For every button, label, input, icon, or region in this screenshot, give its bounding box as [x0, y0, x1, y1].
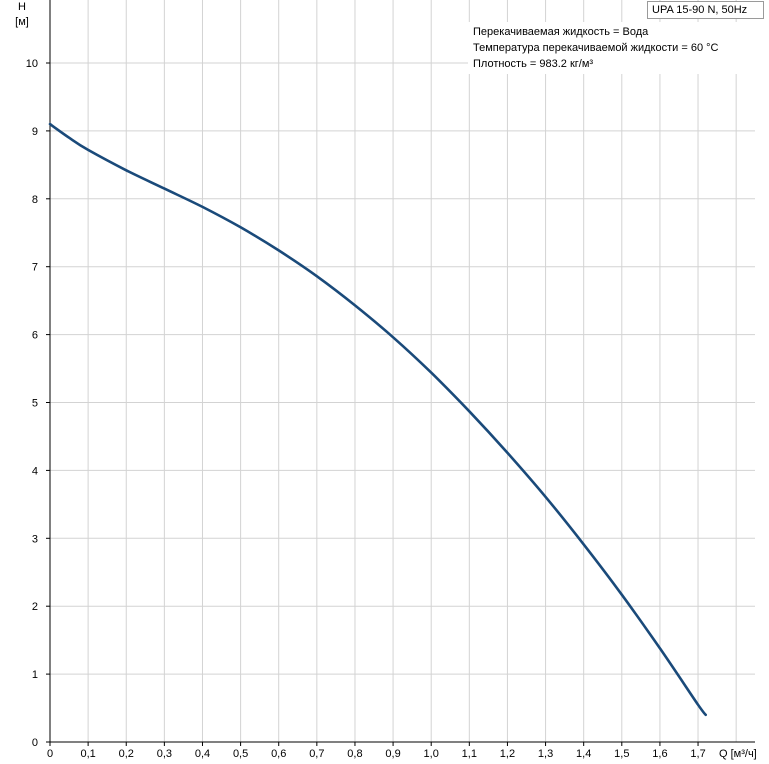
- x-tick-label: 0,2: [119, 748, 134, 760]
- fluid-info-box: Перекачиваемая жидкость = Вода Температу…: [468, 22, 764, 74]
- y-tick-label: 8: [32, 194, 38, 206]
- x-tick-label: 0,1: [80, 748, 95, 760]
- y-tick-label: 4: [32, 465, 38, 477]
- x-tick-label: 0,7: [309, 748, 324, 760]
- x-axis-label: Q [м³/ч]: [719, 748, 757, 760]
- pump-curve-line: [48, 122, 707, 717]
- y-tick-label: 5: [32, 398, 38, 410]
- info-line-density: Плотность = 983.2 кг/м³: [473, 58, 594, 70]
- y-axis-unit: [м]: [15, 16, 29, 28]
- x-tick-label: 1,0: [424, 748, 439, 760]
- y-tick-labels: 0 1 2 3 4 5 6 7 8 9 10: [26, 58, 38, 749]
- y-tick-label: 7: [32, 262, 38, 274]
- x-tick-label: 0,4: [195, 748, 210, 760]
- x-tick-label: 0,9: [385, 748, 400, 760]
- info-line-temperature: Температура перекачиваемой жидкости = 60…: [473, 42, 719, 54]
- y-axis-label: H: [18, 1, 26, 13]
- y-tick-label: 3: [32, 533, 38, 545]
- y-tick-label: 9: [32, 126, 38, 138]
- chart-title: UPA 15-90 N, 50Hz: [647, 1, 764, 19]
- x-tick-label: 0: [47, 748, 53, 760]
- y-tick-label: 0: [32, 737, 38, 749]
- x-tick-labels: 0 0,1 0,2 0,3 0,4 0,5 0,6 0,7 0,8 0,9 1,0 1,1 1,2 1,3…: [47, 748, 706, 760]
- x-tick-label: 1,2: [500, 748, 515, 760]
- series: [48, 122, 707, 717]
- info-line-fluid: Перекачиваемая жидкость = Вода: [473, 26, 649, 38]
- y-tick-label: 1: [32, 669, 38, 681]
- y-tick-label: 10: [26, 58, 38, 70]
- x-tick-label: 0,3: [157, 748, 172, 760]
- x-tick-label: 1,4: [576, 748, 591, 760]
- x-tick-label: 0,6: [271, 748, 286, 760]
- grid: [50, 0, 755, 742]
- x-tick-label: 1,3: [538, 748, 553, 760]
- x-tick-label: 0,8: [347, 748, 362, 760]
- x-tick-label: 1,6: [652, 748, 667, 760]
- y-tick-label: 2: [32, 601, 38, 613]
- x-tick-label: 0,5: [233, 748, 248, 760]
- y-tick-label: 6: [32, 330, 38, 342]
- x-tick-label: 1,7: [690, 748, 705, 760]
- x-tick-label: 1,5: [614, 748, 629, 760]
- x-tick-label: 1,1: [462, 748, 477, 760]
